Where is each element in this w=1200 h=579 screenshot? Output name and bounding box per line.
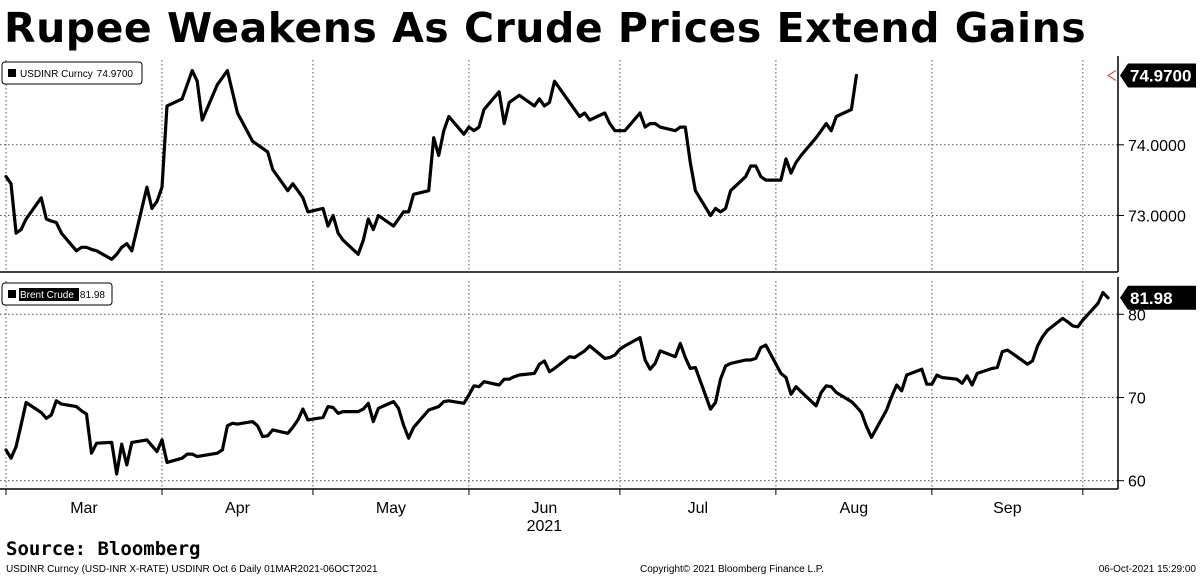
- footer-timestamp: 06-Oct-2021 15:29:00: [1098, 564, 1196, 575]
- y-tick-label: 74.0000: [1128, 138, 1186, 155]
- footer-series-info: USDINR Curncy (USD-INR X-RATE) USDINR Oc…: [6, 564, 378, 575]
- series-lines: [4, 68, 1110, 476]
- last-value-marker: [1106, 70, 1117, 82]
- legend-label: USDINR Curncy 74.9700: [20, 69, 133, 80]
- legends: USDINR Curncy 74.9700 Brent Crude 81.98: [1, 61, 143, 306]
- legend-series-name: USDINR Curncy: [20, 69, 93, 80]
- y-tick-label: 70: [1128, 390, 1146, 407]
- last-value-box: [1120, 63, 1196, 88]
- y-tick-label: 80: [1128, 307, 1146, 324]
- legend-label: Brent Crude 81.98: [20, 290, 105, 301]
- grid-lines: [0, 60, 1118, 489]
- x-year-label: 2021: [527, 518, 563, 535]
- last-value-label: 81.98: [1130, 289, 1173, 308]
- chart-axes: [0, 56, 1124, 495]
- x-tick-label: Mar: [70, 500, 98, 517]
- x-tick-label: Jul: [688, 500, 708, 517]
- x-tick-label: May: [376, 500, 406, 517]
- y-tick-label: 60: [1128, 474, 1146, 491]
- legend-highlight: [19, 288, 79, 301]
- source-label: Source: Bloomberg: [6, 538, 201, 560]
- x-tick-label: Sep: [993, 500, 1022, 517]
- legend-box: [1, 61, 143, 85]
- last-value-box: [1120, 285, 1196, 310]
- legend-usdinr: USDINR Curncy 74.9700: [1, 61, 143, 85]
- legend-swatch: [8, 290, 16, 298]
- series-line-brent: [4, 291, 1110, 476]
- chart-title: Rupee Weakens As Crude Prices Extend Gai…: [4, 4, 1087, 52]
- legend-brent: Brent Crude 81.98: [1, 282, 113, 306]
- legend-swatch: [8, 69, 16, 77]
- footer-copyright: Copyright© 2021 Bloomberg Finance L.P.: [640, 564, 824, 575]
- legend-series-name: Brent Crude: [20, 290, 74, 301]
- legend-series-value: 74.9700: [97, 69, 134, 80]
- y-tick-label: 73.0000: [1128, 208, 1186, 225]
- x-tick-label: Aug: [840, 500, 868, 517]
- x-tick-label: Apr: [225, 500, 251, 517]
- legend-series-value: 81.98: [80, 290, 105, 301]
- series-line-usdinr: [4, 68, 859, 261]
- x-tick-label: Jun: [532, 500, 558, 517]
- last-value-label: 74.9700: [1130, 67, 1191, 86]
